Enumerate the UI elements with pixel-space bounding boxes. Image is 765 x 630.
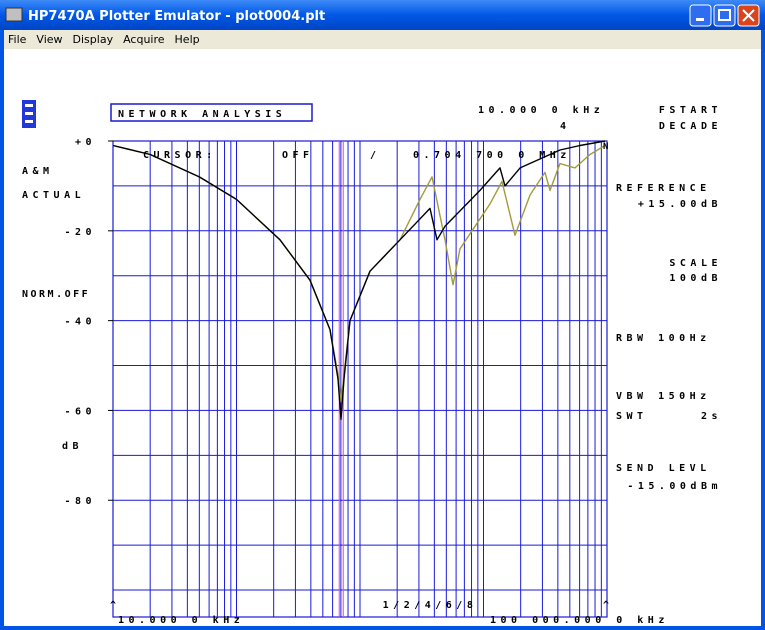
swt-value: 2s bbox=[701, 411, 722, 422]
fstart-value: 10.000 0 kHz bbox=[478, 105, 604, 116]
menu-item[interactable]: Display bbox=[73, 33, 114, 46]
actual-label: ACTUAL bbox=[22, 190, 85, 201]
menu-item[interactable]: Help bbox=[175, 33, 200, 46]
reference-value: +15.00dB bbox=[638, 199, 722, 210]
y-tick-label: -60 bbox=[64, 406, 96, 417]
menu-item[interactable]: Acquire bbox=[123, 33, 165, 46]
title-bar bbox=[0, 0, 765, 30]
am-label: A&M bbox=[22, 166, 54, 177]
y-tick-label: -40 bbox=[64, 317, 96, 328]
decades-value: 4 bbox=[560, 121, 571, 132]
trace bbox=[112, 140, 606, 421]
maximize-button[interactable] bbox=[713, 4, 736, 27]
plotter-icon-detail bbox=[25, 104, 33, 107]
plotter-icon-detail bbox=[25, 120, 33, 123]
send-level-value: -15.00dBm bbox=[627, 481, 722, 492]
spacing-label: 1/2/4/6/8 bbox=[383, 600, 478, 611]
stop-marker: ^ bbox=[603, 600, 614, 611]
swt-label: SWT bbox=[616, 411, 648, 422]
unit-label: dB bbox=[62, 441, 83, 452]
start-marker: ^ bbox=[110, 600, 121, 611]
y-tick-label: +0 bbox=[75, 137, 96, 148]
menu-bar bbox=[4, 30, 761, 49]
plotter-icon-detail bbox=[25, 112, 33, 115]
y-tick-label: -80 bbox=[64, 496, 96, 507]
menu-item[interactable]: View bbox=[36, 33, 62, 46]
scale-label: SCALE bbox=[669, 258, 722, 269]
send-level-label: SEND LEVL bbox=[616, 463, 711, 474]
n-marker: N bbox=[603, 142, 608, 152]
mode-label: NETWORK ANALYSIS bbox=[118, 109, 286, 120]
cursor-state: OFF bbox=[282, 150, 314, 161]
maximize-icon bbox=[718, 9, 731, 21]
y-tick-label: -20 bbox=[64, 227, 96, 238]
app-icon bbox=[5, 7, 23, 22]
stop-frequency: 100 000.000 0 kHz bbox=[490, 615, 669, 626]
fstart-label: FSTART bbox=[659, 105, 722, 116]
rbw-label: RBW 100Hz bbox=[616, 333, 711, 344]
cursor-label: CURSOR: bbox=[143, 150, 217, 161]
minimize-button[interactable] bbox=[689, 4, 712, 27]
window-title: HP7470A Plotter Emulator - plot0004.plt bbox=[28, 9, 325, 24]
cursor-value: 0.704 700 0 MHz bbox=[413, 150, 571, 161]
norm-label: NORM.OFF bbox=[22, 289, 90, 300]
minimize-icon bbox=[696, 18, 704, 21]
mode-box bbox=[110, 103, 313, 122]
menu-item[interactable]: File bbox=[8, 33, 27, 46]
scale-value: 100dB bbox=[669, 273, 722, 284]
decade-label: DECADE bbox=[659, 121, 722, 132]
cursor-slash: / bbox=[370, 150, 381, 161]
reference-label: REFERENCE bbox=[616, 183, 711, 194]
vbw-label: VBW 150Hz bbox=[616, 391, 711, 402]
start-frequency: 10.000 0 kHz bbox=[118, 615, 244, 626]
client-area bbox=[4, 49, 761, 626]
close-icon bbox=[742, 9, 755, 22]
